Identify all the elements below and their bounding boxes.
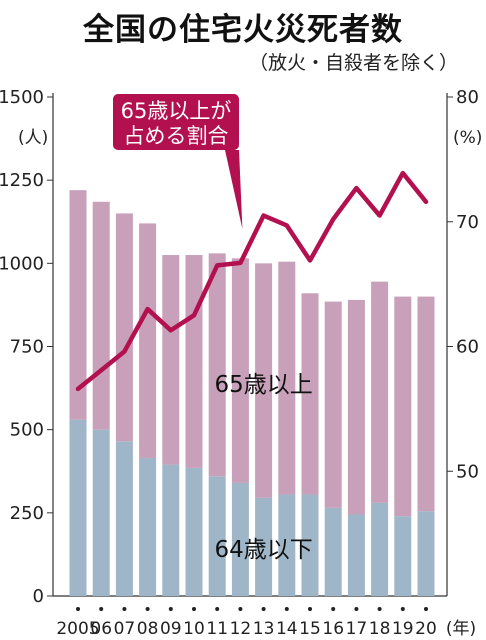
bar-segment-65-over bbox=[231, 258, 249, 483]
bar-segment-65-over bbox=[301, 293, 319, 495]
right-axis-unit: (%) bbox=[453, 128, 482, 148]
bar-segment-65-over bbox=[394, 296, 412, 517]
bar-segment-65-over bbox=[278, 261, 296, 495]
bar-segment-64-under bbox=[394, 516, 412, 596]
bar-segment-64-under bbox=[371, 502, 389, 596]
right-tick-label: 70 bbox=[456, 212, 479, 233]
bar-segment-64-under bbox=[301, 494, 319, 596]
bar-segment-64-under bbox=[139, 457, 157, 596]
left-tick-label: 1000 bbox=[0, 253, 44, 274]
left-tick-label: 0 bbox=[33, 586, 44, 607]
right-tick-label: 80 bbox=[456, 87, 479, 108]
bar-segment-65-over bbox=[208, 253, 226, 477]
x-tick-dot bbox=[215, 607, 220, 611]
bar-segment-64-under bbox=[324, 507, 342, 596]
x-tick-label: 14 bbox=[276, 619, 298, 639]
right-tick-label: 50 bbox=[456, 461, 479, 482]
x-axis-unit: (年) bbox=[446, 619, 476, 639]
x-tick-label: 17 bbox=[346, 619, 368, 639]
x-tick-dot bbox=[308, 607, 312, 611]
x-tick-label: 13 bbox=[253, 619, 275, 639]
bar-segment-65-over bbox=[347, 299, 365, 515]
x-tick-label: 18 bbox=[369, 619, 391, 639]
x-tick-dot bbox=[99, 607, 104, 611]
bar-segment-65-over bbox=[92, 201, 110, 430]
x-tick-label: 06 bbox=[90, 619, 112, 639]
left-axis-unit: (人) bbox=[18, 128, 48, 148]
ratio-callout-line2: 占める割合 bbox=[124, 124, 229, 148]
x-tick-label: 09 bbox=[160, 619, 182, 639]
left-tick-label: 1250 bbox=[0, 170, 44, 191]
bar-segment-64-under bbox=[69, 419, 87, 596]
bar-segment-64-under bbox=[185, 467, 203, 596]
left-tick-label: 500 bbox=[10, 420, 44, 441]
bar-segment-65-over bbox=[324, 301, 342, 508]
bar-segment-65-over bbox=[371, 281, 389, 503]
x-tick-label: 11 bbox=[206, 619, 228, 639]
bar-segment-64-under bbox=[115, 441, 133, 596]
x-tick-dot bbox=[145, 607, 150, 611]
x-tick-dot bbox=[331, 607, 336, 611]
left-tick-label: 750 bbox=[10, 337, 44, 358]
x-tick-label: 10 bbox=[183, 619, 205, 639]
x-tick-dot bbox=[400, 607, 405, 611]
x-tick-label: 20 bbox=[415, 619, 437, 639]
bar-segment-64-under bbox=[417, 511, 435, 596]
x-tick-dot bbox=[122, 607, 127, 611]
chart-subtitle: （放火・自殺者を除く） bbox=[248, 52, 458, 74]
x-tick-dot bbox=[192, 607, 196, 611]
bar-segment-65-over bbox=[115, 213, 133, 442]
x-tick-label: 08 bbox=[137, 619, 159, 639]
x-tick-dot bbox=[168, 607, 173, 611]
left-tick-label: 1500 bbox=[0, 87, 44, 108]
bar-segment-65-over bbox=[417, 296, 435, 512]
ratio-line bbox=[75, 170, 429, 392]
ratio-callout-line1: 65歳以上が bbox=[121, 99, 232, 123]
x-tick-dot bbox=[238, 607, 243, 611]
bar-segment-64-under bbox=[162, 464, 180, 596]
x-tick-label: 16 bbox=[322, 619, 344, 639]
bar-segment-64-under bbox=[231, 482, 249, 596]
bar-segment-64-under bbox=[208, 476, 226, 596]
right-tick-label: 60 bbox=[456, 337, 479, 358]
bar-segment-65-over bbox=[185, 255, 203, 468]
x-tick-label: 15 bbox=[299, 619, 321, 639]
x-tick-dot bbox=[261, 607, 266, 611]
label-64-and-under: 64歳以下 bbox=[214, 537, 312, 563]
bar-segment-65-over bbox=[139, 223, 157, 458]
bar-segment-65-over bbox=[69, 190, 87, 420]
bar-segment-64-under bbox=[92, 429, 110, 596]
bar-segment-64-under bbox=[347, 514, 365, 596]
left-tick-label: 250 bbox=[10, 503, 44, 524]
x-tick-dot bbox=[377, 607, 382, 611]
chart-title: 全国の住宅火災死者数 bbox=[83, 12, 403, 48]
x-tick-label: 12 bbox=[230, 619, 252, 639]
ratio-callout-pointer bbox=[225, 150, 243, 229]
bar-segment-64-under bbox=[278, 494, 296, 596]
x-tick-dot bbox=[284, 607, 289, 611]
x-tick-dot bbox=[76, 607, 80, 611]
bar-segment-64-under bbox=[255, 497, 273, 596]
bar-segment-65-over bbox=[162, 255, 180, 465]
x-tick-label: 2005 bbox=[56, 619, 99, 639]
x-tick-dot bbox=[354, 607, 359, 611]
x-tick-label: 07 bbox=[114, 619, 136, 639]
x-tick-label: 19 bbox=[392, 619, 414, 639]
label-65-and-over: 65歳以上 bbox=[214, 372, 312, 398]
bar-segment-65-over bbox=[255, 263, 273, 498]
ratio-callout-box bbox=[113, 94, 239, 150]
x-tick-dot bbox=[424, 607, 428, 611]
